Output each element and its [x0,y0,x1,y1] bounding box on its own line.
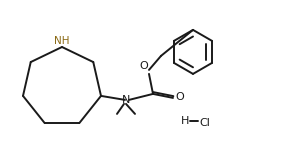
Text: N: N [122,95,130,105]
Text: H: H [181,116,189,126]
Text: O: O [175,92,184,102]
Text: O: O [140,61,148,71]
Text: NH: NH [54,35,70,45]
Text: Cl: Cl [200,118,210,128]
